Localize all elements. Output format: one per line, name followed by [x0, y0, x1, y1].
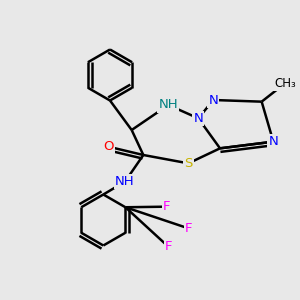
Text: NH: NH	[115, 175, 135, 188]
Text: F: F	[163, 200, 170, 213]
Text: N: N	[208, 94, 218, 106]
Text: F: F	[165, 240, 172, 253]
Text: S: S	[184, 157, 193, 170]
Text: N: N	[194, 112, 203, 125]
Text: N: N	[268, 135, 278, 148]
Text: NH: NH	[158, 98, 178, 112]
Text: O: O	[103, 140, 114, 153]
Text: F: F	[184, 222, 192, 235]
Text: CH₃: CH₃	[274, 77, 296, 90]
